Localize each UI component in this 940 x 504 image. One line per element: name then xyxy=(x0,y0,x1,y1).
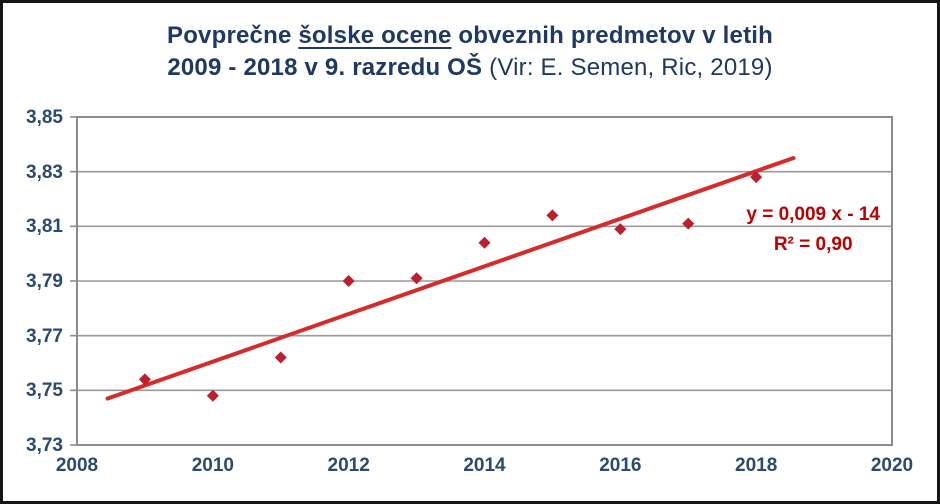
y-axis-tick-label: 3,77 xyxy=(26,325,63,347)
title-text-underlined: šolske ocene xyxy=(298,22,452,49)
title-text-suffix: obveznih predmetov v letih xyxy=(451,22,773,49)
y-axis-tick-label: 3,81 xyxy=(26,216,63,238)
scatter-plot-svg xyxy=(70,116,893,446)
x-axis-tick-label: 2010 xyxy=(191,455,234,476)
plot-area: y = 0,009 x - 14 R² = 0,90 xyxy=(70,116,893,446)
data-point-marker xyxy=(614,223,627,236)
data-point-marker xyxy=(274,351,287,364)
chart-title: Povprečne šolske ocene obveznih predmeto… xyxy=(3,20,937,84)
chart-title-line2: 2009 - 2018 v 9. razredu OŠ (Vir: E. Sem… xyxy=(3,52,937,84)
trendline-r-squared: R² = 0,90 xyxy=(773,234,853,255)
y-axis-tick-label: 3,85 xyxy=(26,107,63,128)
chart-title-line1: Povprečne šolske ocene obveznih predmeto… xyxy=(3,20,937,52)
data-point-marker xyxy=(206,389,219,402)
title-years-text: 2009 - 2018 v 9. razredu OŠ xyxy=(167,54,490,81)
y-axis-tick-label: 3,83 xyxy=(26,161,63,183)
x-axis-tick-label: 2020 xyxy=(870,455,914,476)
plot-border xyxy=(76,116,893,446)
data-point-marker xyxy=(750,171,763,184)
data-point-marker xyxy=(478,236,491,249)
y-axis-tick-label: 3,79 xyxy=(26,271,63,292)
trendline xyxy=(105,156,796,401)
trendline-annotation: y = 0,009 x - 14 R² = 0,90 xyxy=(746,200,880,260)
data-point-marker xyxy=(410,272,423,285)
data-point-marker xyxy=(138,373,151,386)
x-axis-tick-label: 2014 xyxy=(463,455,506,476)
x-axis-tick-label: 2012 xyxy=(327,455,370,476)
x-axis-tick-label: 2008 xyxy=(55,455,99,476)
data-point-marker xyxy=(342,275,355,287)
y-axis-tick-label: 3,75 xyxy=(26,380,63,402)
trendline-equation: y = 0,009 x - 14 xyxy=(746,204,880,225)
x-axis-labels: 2008 2010 2012 2014 2016 2018 2020 xyxy=(56,455,913,479)
title-text-prefix: Povprečne xyxy=(166,22,299,49)
data-point-marker xyxy=(682,217,695,230)
x-axis-tick-label: 2018 xyxy=(735,455,778,476)
data-point-marker xyxy=(546,209,559,222)
y-axis-labels: 3,85 3,83 3,81 3,79 3,77 3,75 3,73 xyxy=(3,107,67,456)
y-axis-tick-label: 3,73 xyxy=(26,435,63,456)
x-axis-tick-label: 2016 xyxy=(599,455,642,476)
title-source-text: (Vir: E. Semen, Ric, 2019) xyxy=(489,54,773,81)
